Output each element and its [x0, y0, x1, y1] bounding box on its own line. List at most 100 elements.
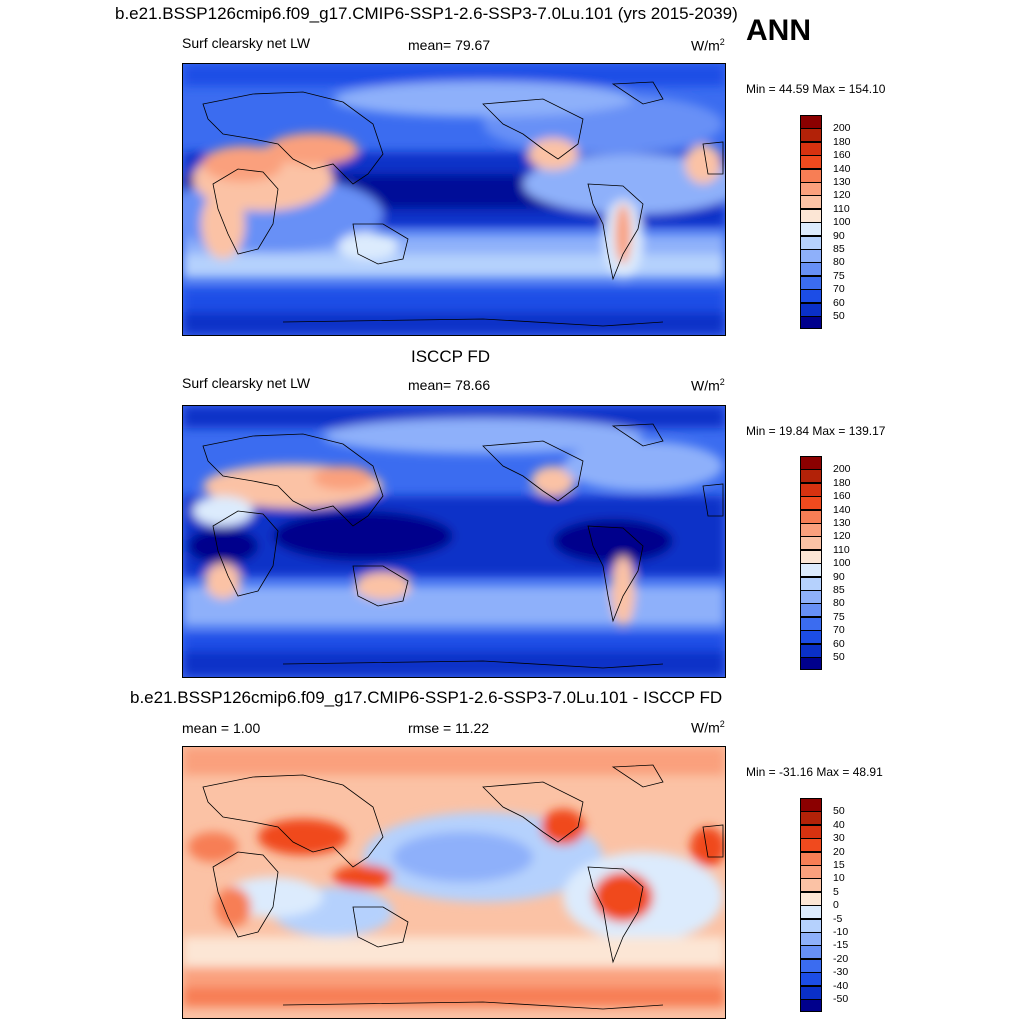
colorbar-swatch	[800, 208, 822, 223]
colorbar-swatch	[800, 958, 822, 973]
colorbar-swatch	[800, 865, 822, 879]
colorbar-swatch	[800, 905, 822, 920]
colorbar-tick: 80	[833, 597, 845, 610]
colorbar-swatch	[800, 999, 822, 1012]
colorbar-tick: 70	[833, 283, 845, 296]
colorbar-swatch	[800, 851, 822, 866]
panel-3-colorbar: 50 40 30 20 15 10 5 0 -5 -10 -15 -20 -30…	[800, 798, 860, 1012]
colorbar-tick: 60	[833, 296, 845, 309]
panel-1-mean-label: mean= 79.67	[408, 37, 491, 53]
panel-2-map-field	[183, 406, 725, 677]
colorbar-tick: 85	[833, 584, 845, 596]
panel-1-map	[182, 63, 726, 336]
colorbar-tick: 100	[833, 216, 851, 229]
colorbar-tick: -10	[833, 926, 849, 938]
colorbar-tick: 140	[833, 503, 851, 516]
colorbar-tick: 180	[833, 476, 851, 489]
colorbar-swatch	[800, 249, 822, 263]
panel-1-unit: W/m2	[691, 37, 725, 54]
colorbar-swatch	[800, 838, 822, 853]
colorbar-swatch	[800, 222, 822, 237]
colorbar-swatch	[800, 302, 822, 317]
colorbar-swatch	[800, 616, 822, 631]
colorbar-swatch	[800, 643, 822, 658]
colorbar-tick: 180	[833, 135, 851, 148]
panel-2-mean-label: mean= 78.66	[408, 377, 491, 393]
colorbar-tick: 200	[833, 122, 851, 135]
colorbar-swatch	[800, 576, 822, 591]
colorbar-swatch	[800, 195, 822, 210]
colorbar-tick: 10	[833, 872, 845, 885]
colorbar-tick: 100	[833, 557, 851, 570]
colorbar-tick: 160	[833, 149, 851, 162]
colorbar-swatch	[800, 262, 822, 277]
colorbar-tick: 90	[833, 229, 845, 242]
colorbar-swatch	[800, 932, 822, 946]
colorbar-swatch	[800, 235, 822, 250]
colorbar-swatch	[800, 657, 822, 670]
colorbar-tick: 40	[833, 818, 845, 831]
colorbar-swatch	[800, 523, 822, 537]
colorbar-swatch	[800, 811, 822, 826]
colorbar-swatch	[800, 509, 822, 524]
colorbar-swatch	[800, 972, 822, 987]
colorbar-swatch	[800, 289, 822, 304]
colorbar-tick: -20	[833, 952, 849, 965]
colorbar-tick: 200	[833, 463, 851, 476]
colorbar-swatch	[800, 878, 822, 893]
colorbar-tick: 130	[833, 176, 851, 188]
colorbar-swatch	[800, 536, 822, 551]
colorbar-swatch	[800, 549, 822, 564]
colorbar-tick: 75	[833, 269, 845, 282]
panel-3-map	[182, 746, 726, 1019]
colorbar-tick: 60	[833, 637, 845, 650]
colorbar-tick: 70	[833, 624, 845, 637]
colorbar-tick: -5	[833, 912, 843, 925]
colorbar-swatch	[800, 590, 822, 604]
colorbar-swatch	[800, 496, 822, 511]
colorbar-swatch	[800, 824, 822, 839]
colorbar-tick: 0	[833, 899, 839, 912]
panel-1-colorbar: 200 180 160 140 130 120 110 100 90 85 80…	[800, 115, 860, 329]
colorbar-swatch	[800, 155, 822, 170]
colorbar-tick: 110	[833, 202, 850, 215]
colorbar-tick: 15	[833, 859, 845, 871]
colorbar-tick: 50	[833, 805, 845, 818]
panel-3-rmse-label: rmse = 11.22	[408, 720, 490, 736]
colorbar-swatch	[800, 798, 822, 812]
colorbar-tick: 5	[833, 885, 839, 898]
colorbar-swatch	[800, 563, 822, 578]
colorbar-tick: 120	[833, 530, 851, 543]
colorbar-tick: 30	[833, 832, 845, 845]
colorbar-swatch	[800, 275, 822, 290]
colorbar-tick: 130	[833, 517, 851, 529]
colorbar-tick: 50	[833, 310, 845, 322]
colorbar-tick: -15	[833, 939, 849, 952]
colorbar-tick: 50	[833, 651, 845, 663]
colorbar-swatch	[800, 891, 822, 906]
colorbar-tick: 160	[833, 490, 851, 503]
colorbar-swatch	[800, 603, 822, 618]
panel-1-title: b.e21.BSSP126cmip6.f09_g17.CMIP6-SSP1-2.…	[115, 4, 738, 23]
colorbar-tick: -40	[833, 979, 849, 992]
colorbar-swatch	[800, 945, 822, 960]
colorbar-swatch	[800, 182, 822, 196]
panel-3-minmax: Min = -31.16 Max = 48.91	[746, 765, 883, 779]
panel-2-title: ISCCP FD	[411, 347, 491, 366]
panel-3-map-field	[183, 747, 725, 1018]
panel-2-map	[182, 405, 726, 678]
panel-1-minmax: Min = 44.59 Max = 154.10	[746, 82, 886, 96]
colorbar-tick: 110	[833, 543, 850, 556]
colorbar-swatch	[800, 141, 822, 156]
panel-1-variable-label: Surf clearsky net LW	[182, 35, 311, 51]
colorbar-tick: -50	[833, 993, 849, 1005]
colorbar-swatch	[800, 456, 822, 470]
colorbar-tick: 85	[833, 243, 845, 255]
panel-3-title: b.e21.BSSP126cmip6.f09_g17.CMIP6-SSP1-2.…	[130, 688, 723, 707]
colorbar-swatch	[800, 918, 822, 933]
panel-2-variable-label: Surf clearsky net LW	[182, 375, 311, 391]
season-label: ANN	[746, 14, 811, 47]
panel-2-minmax: Min = 19.84 Max = 139.17	[746, 424, 886, 438]
colorbar-swatch	[800, 168, 822, 183]
panel-1-map-field	[183, 64, 725, 335]
